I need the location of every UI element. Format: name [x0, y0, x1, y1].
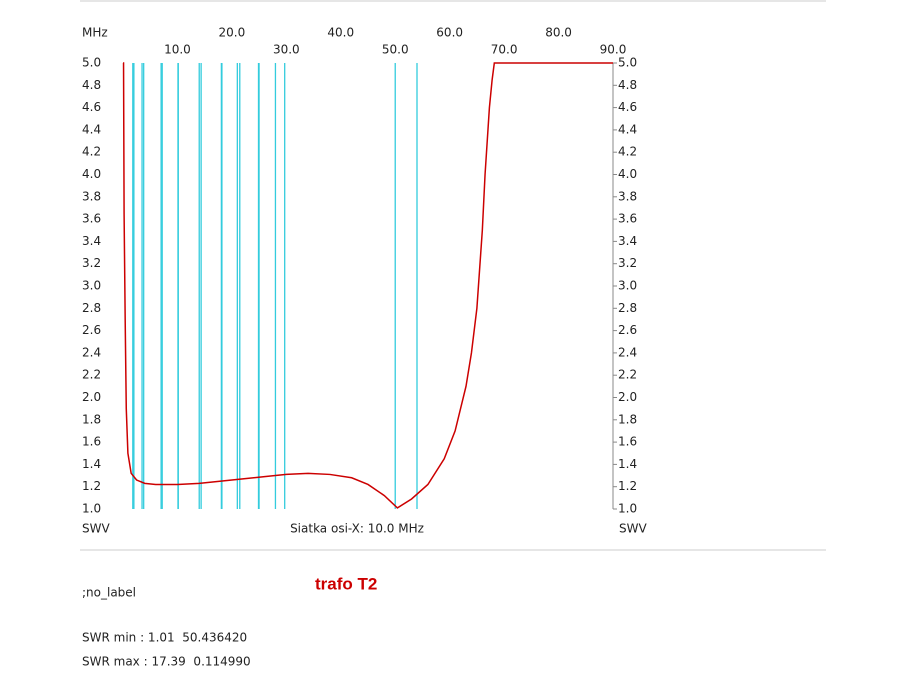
x-tick-label: 30.0 — [273, 43, 300, 57]
y-tick-label: 4.8 — [82, 78, 101, 92]
y2-axis-label: SWV — [619, 522, 647, 536]
y-tick-label: 1.8 — [82, 412, 101, 426]
y2-tick-label: 3.2 — [618, 256, 637, 270]
y2-tick-label: 2.8 — [618, 301, 637, 315]
y-tick-label: 4.0 — [82, 167, 101, 181]
y-tick-label: 1.0 — [82, 502, 101, 516]
stat: SWR min : 1.01 50.436420 — [82, 631, 247, 645]
y2-tick-label: 1.8 — [618, 412, 637, 426]
x-tick-label: 10.0 — [164, 43, 191, 57]
y-tick-label: 3.2 — [82, 256, 101, 270]
y2-tick-label: 2.0 — [618, 390, 637, 404]
stat: SWR max : 17.39 0.114990 — [82, 655, 251, 669]
y2-tick-label: 1.0 — [618, 502, 637, 516]
y2-tick-label: 2.2 — [618, 368, 637, 382]
y-tick-label: 1.4 — [82, 457, 101, 471]
y2-tick-label: 4.0 — [618, 167, 637, 181]
x-tick-label: 60.0 — [436, 26, 463, 40]
y-tick-label: 2.4 — [82, 345, 101, 359]
x-tick-label: 70.0 — [491, 43, 518, 57]
y-tick-label: 4.2 — [82, 145, 101, 159]
y2-tick-label: 4.2 — [618, 145, 637, 159]
y-axis-label: SWV — [82, 522, 110, 536]
y2-tick-label: 2.4 — [618, 345, 637, 359]
y2-tick-label: 3.6 — [618, 212, 637, 226]
x-tick-label: 90.0 — [600, 43, 627, 57]
y2-tick-label: 4.6 — [618, 100, 637, 114]
y2-tick-label: 3.0 — [618, 279, 637, 293]
y-tick-label: 1.6 — [82, 435, 101, 449]
y-tick-label: 3.0 — [82, 279, 101, 293]
y-tick-label: 4.6 — [82, 100, 101, 114]
y-tick-label: 3.6 — [82, 212, 101, 226]
chart-title: trafo T2 — [315, 574, 377, 593]
y-tick-label: 2.2 — [82, 368, 101, 382]
y-tick-label: 1.2 — [82, 479, 101, 493]
y2-tick-label: 1.2 — [618, 479, 637, 493]
y-tick-label: 2.8 — [82, 301, 101, 315]
note-label: ;no_label — [82, 586, 136, 600]
y2-tick-label: 4.8 — [618, 78, 637, 92]
y2-tick-label: 5.0 — [618, 56, 637, 70]
x-tick-label: 40.0 — [327, 26, 354, 40]
x-tick-label: 50.0 — [382, 43, 409, 57]
x-axis-label: MHz — [82, 26, 108, 40]
y-tick-label: 5.0 — [82, 56, 101, 70]
x-tick-label: 20.0 — [219, 26, 246, 40]
y-tick-label: 2.0 — [82, 390, 101, 404]
y-tick-label: 4.4 — [82, 122, 101, 136]
y2-tick-label: 2.6 — [618, 323, 637, 337]
y2-tick-label: 3.8 — [618, 189, 637, 203]
y2-tick-label: 4.4 — [618, 122, 637, 136]
y-tick-label: 3.8 — [82, 189, 101, 203]
y2-tick-label: 3.4 — [618, 234, 637, 248]
x-tick-label: 80.0 — [545, 26, 572, 40]
swr-line — [122, 62, 613, 509]
y2-tick-label: 1.6 — [618, 435, 637, 449]
y2-tick-label: 1.4 — [618, 457, 637, 471]
grid-note: Siatka osi-X: 10.0 MHz — [290, 522, 424, 536]
y-tick-label: 3.4 — [82, 234, 101, 248]
y-tick-label: 2.6 — [82, 323, 101, 337]
